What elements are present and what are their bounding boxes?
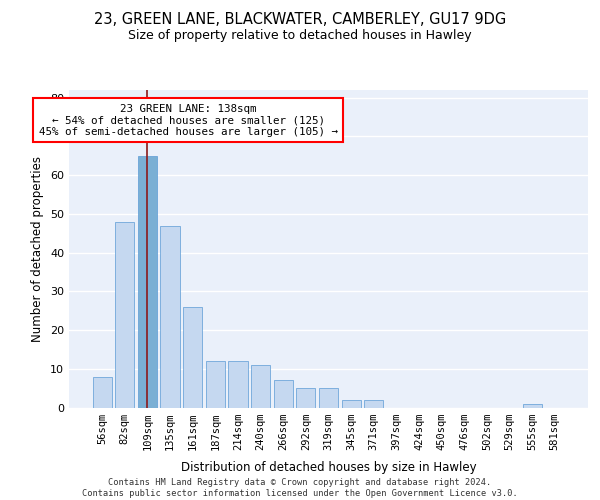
Bar [206,361,225,408]
Bar [274,380,293,407]
Y-axis label: Number of detached properties: Number of detached properties [31,156,44,342]
Bar [523,404,542,407]
Bar [138,156,157,407]
Bar [229,361,248,408]
Bar [183,307,202,408]
Text: Size of property relative to detached houses in Hawley: Size of property relative to detached ho… [128,29,472,42]
Bar [251,365,270,408]
Text: Contains HM Land Registry data © Crown copyright and database right 2024.
Contai: Contains HM Land Registry data © Crown c… [82,478,518,498]
Bar [115,222,134,408]
Bar [319,388,338,407]
Bar [296,388,316,407]
Bar [364,400,383,407]
Text: 23, GREEN LANE, BLACKWATER, CAMBERLEY, GU17 9DG: 23, GREEN LANE, BLACKWATER, CAMBERLEY, G… [94,12,506,28]
Bar [92,376,112,408]
X-axis label: Distribution of detached houses by size in Hawley: Distribution of detached houses by size … [181,461,476,474]
Bar [341,400,361,407]
Text: 23 GREEN LANE: 138sqm
← 54% of detached houses are smaller (125)
45% of semi-det: 23 GREEN LANE: 138sqm ← 54% of detached … [38,104,338,137]
Bar [160,226,180,408]
